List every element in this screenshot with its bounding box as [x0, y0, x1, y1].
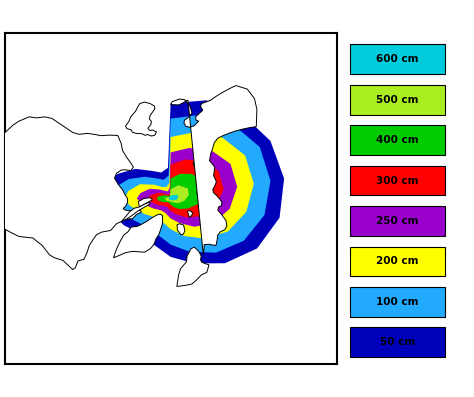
FancyBboxPatch shape — [350, 85, 446, 114]
Text: 400 cm: 400 cm — [376, 135, 419, 145]
Polygon shape — [125, 132, 254, 239]
Text: 600 cm: 600 cm — [376, 54, 419, 64]
Polygon shape — [177, 247, 209, 286]
Polygon shape — [168, 195, 178, 200]
FancyBboxPatch shape — [350, 287, 446, 317]
FancyBboxPatch shape — [350, 125, 446, 155]
FancyBboxPatch shape — [350, 44, 446, 74]
Polygon shape — [97, 100, 284, 264]
Polygon shape — [0, 117, 141, 270]
Polygon shape — [177, 224, 185, 235]
Text: 300 cm: 300 cm — [376, 175, 419, 185]
Polygon shape — [171, 86, 257, 255]
Polygon shape — [113, 214, 163, 258]
Polygon shape — [193, 160, 201, 167]
Polygon shape — [188, 210, 193, 218]
Polygon shape — [197, 190, 203, 195]
Circle shape — [5, 33, 337, 364]
Polygon shape — [201, 216, 217, 229]
FancyBboxPatch shape — [350, 247, 446, 276]
Polygon shape — [138, 198, 152, 207]
FancyBboxPatch shape — [350, 328, 446, 357]
Polygon shape — [157, 174, 205, 209]
Polygon shape — [109, 115, 271, 252]
FancyBboxPatch shape — [350, 206, 446, 236]
Text: 100 cm: 100 cm — [376, 297, 419, 307]
Text: 50 cm: 50 cm — [380, 337, 415, 347]
Polygon shape — [147, 160, 224, 217]
Text: 500 cm: 500 cm — [376, 94, 419, 105]
Polygon shape — [164, 185, 189, 203]
Polygon shape — [126, 102, 156, 136]
FancyBboxPatch shape — [350, 166, 446, 195]
Polygon shape — [121, 202, 150, 222]
Text: 250 cm: 250 cm — [376, 216, 419, 226]
Polygon shape — [137, 148, 237, 227]
Text: 200 cm: 200 cm — [376, 256, 419, 266]
